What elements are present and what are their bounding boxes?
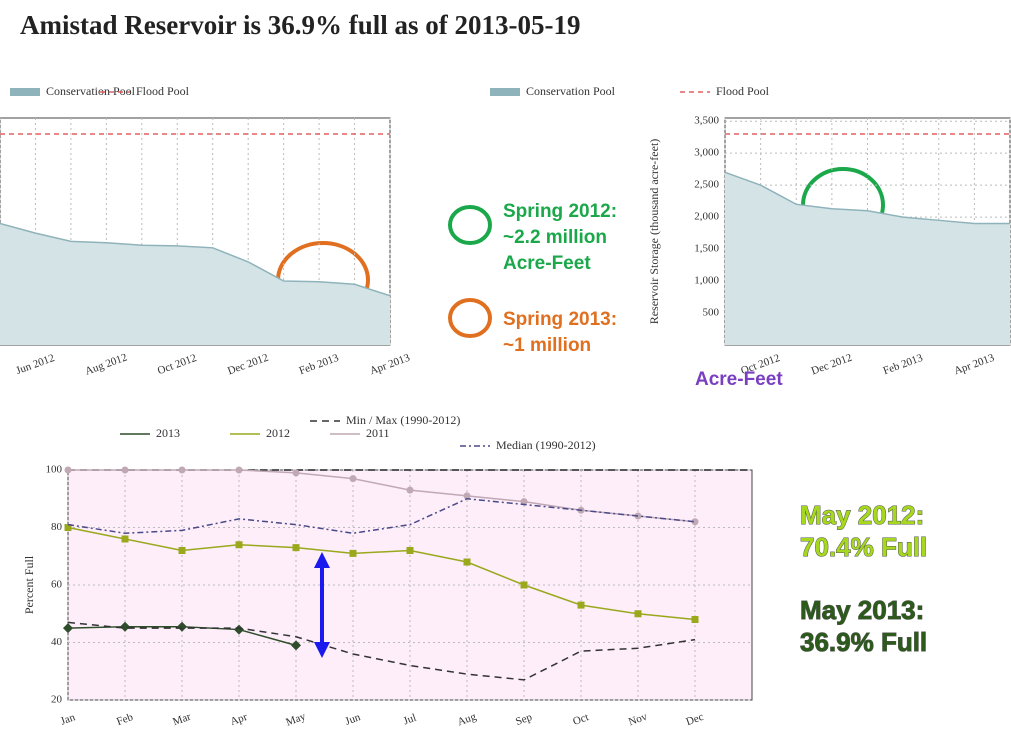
x-tick-label: May [284, 710, 308, 728]
legend-circle [448, 205, 492, 245]
marker [406, 486, 414, 494]
marker [463, 492, 471, 500]
x-tick-label: Dec 2012 [226, 352, 270, 378]
y-tick-label: 500 [703, 307, 720, 319]
arrow-head [314, 552, 330, 568]
y-tick-label: 3,500 [694, 115, 719, 127]
marker [64, 524, 72, 531]
marker [178, 466, 186, 474]
legend-label: 2013 [156, 426, 180, 440]
marker [349, 475, 357, 483]
annotation: May 2012: [800, 500, 924, 530]
legend-label: Median (1990-2012) [496, 438, 596, 452]
marker [120, 621, 130, 632]
marker [235, 541, 243, 549]
arrow-head [314, 642, 330, 658]
x-tick-label: Sep [514, 711, 534, 728]
area [725, 172, 1010, 345]
marker [463, 558, 471, 566]
annotation: Spring 2013: [503, 309, 617, 330]
x-tick-label: Oct 2012 [156, 352, 198, 377]
series-line [67, 497, 696, 535]
y-tick-label: 80 [51, 521, 63, 533]
legend-label: Flood Pool [136, 84, 190, 98]
x-tick-label: Jun [344, 711, 363, 728]
annotation: May 2013: [800, 595, 924, 625]
marker [234, 624, 244, 635]
y-tick-label: 2,500 [694, 179, 719, 191]
area-line [724, 171, 1010, 225]
legend-label: Min / Max (1990-2012) [346, 413, 460, 427]
annotation: Spring 2012: [503, 201, 617, 222]
marker [177, 621, 187, 632]
annotation: ~1 million [503, 335, 591, 356]
x-tick-label: Jun 2012 [14, 352, 56, 377]
y-tick-label: 60 [51, 579, 63, 591]
y-tick-label: 1,000 [694, 275, 719, 287]
y-axis-label: Percent Full [22, 555, 36, 614]
y-tick-label: 3,000 [694, 147, 719, 159]
x-tick-label: Apr 2013 [952, 352, 996, 378]
marker [292, 544, 300, 552]
marker [292, 469, 300, 477]
area [0, 223, 390, 345]
marker [235, 466, 243, 474]
series-line [67, 621, 696, 681]
x-tick-label: Feb [115, 711, 135, 728]
marker [634, 610, 642, 618]
marker [406, 547, 414, 554]
legend-label: Conservation Pool [46, 84, 136, 98]
x-tick-label: Apr 2013 [368, 352, 412, 378]
marker [121, 466, 129, 474]
x-tick-label: Mar [171, 711, 193, 729]
marker [691, 518, 699, 526]
x-tick-label: Dec [684, 711, 705, 728]
y-tick-label: 20 [51, 694, 63, 706]
marker [121, 535, 129, 543]
marker [577, 601, 585, 609]
marker [520, 498, 528, 506]
marker [520, 581, 528, 589]
y-tick-label: 100 [46, 464, 63, 476]
x-tick-label: Apr [229, 711, 249, 728]
series-line [67, 526, 696, 621]
marker [349, 549, 357, 557]
x-tick-label: Feb 2013 [297, 352, 340, 378]
legend-label: Conservation Pool [526, 84, 616, 98]
x-tick-label: Jan [59, 711, 77, 727]
y-tick-label: 1,500 [694, 243, 719, 255]
annotation: 70.4% Full [800, 532, 927, 562]
marker [64, 466, 72, 474]
marker [291, 640, 301, 651]
y-tick-label: 40 [51, 636, 63, 648]
x-tick-label: Oct [571, 711, 590, 728]
legend-label: Flood Pool [716, 84, 770, 98]
area-line [0, 222, 391, 297]
annotation: Acre-Feet [695, 369, 783, 390]
x-tick-label: Feb 2013 [882, 352, 925, 378]
marker [63, 623, 73, 634]
x-tick-label: Jul [402, 712, 418, 728]
x-tick-label: Aug 2012 [84, 351, 129, 377]
legend-label: 2011 [366, 426, 390, 440]
legend-circle [448, 298, 492, 338]
marker [178, 547, 186, 554]
marker [691, 616, 699, 623]
annotation: Acre-Feet [503, 253, 591, 274]
annotation: 36.9% Full [800, 627, 927, 657]
x-tick-label: Aug [456, 711, 478, 729]
x-tick-label: Nov [627, 711, 649, 729]
page-title: Amistad Reservoir is 36.9% full as of 20… [20, 10, 580, 40]
x-tick-label: Dec 2012 [810, 352, 854, 378]
y-tick-label: 2,000 [694, 211, 719, 223]
annotation: ~2.2 million [503, 227, 607, 248]
y-axis-label: Reservoir Storage (thousand acre-feet) [647, 139, 661, 325]
legend-label: 2012 [266, 426, 290, 440]
